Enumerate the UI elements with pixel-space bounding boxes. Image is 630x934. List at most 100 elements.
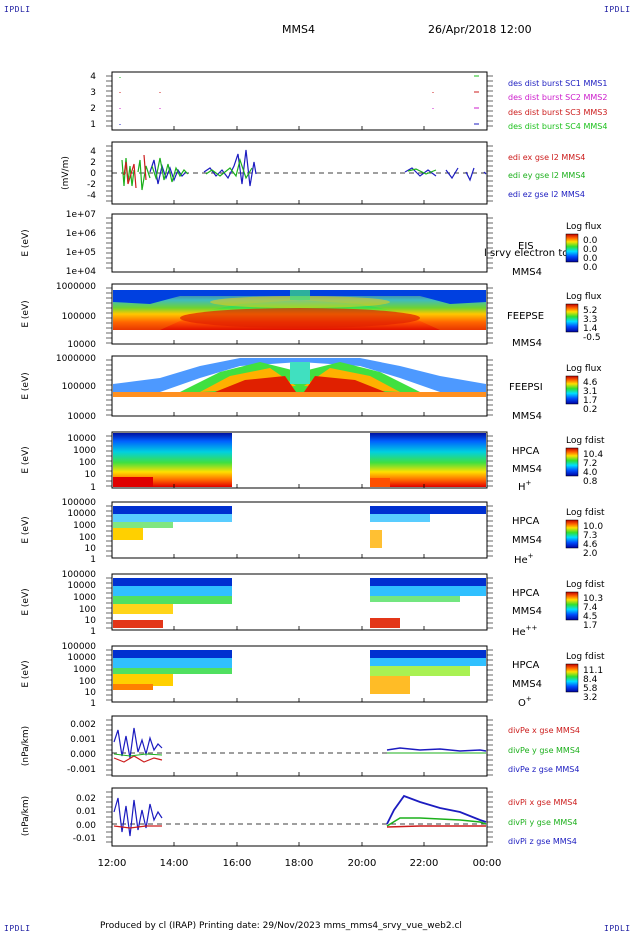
hpca-h-cbar-tick: 4.0 bbox=[583, 468, 598, 478]
hpca-h-ytick: 100 bbox=[79, 458, 96, 468]
feeps-e-ytick: 1000000 bbox=[56, 282, 96, 292]
hpca-h-ytick: 10000 bbox=[67, 434, 96, 444]
hpca-he1-sc: MMS4 bbox=[512, 535, 542, 546]
panel-divpi: (nPa/km) 0.02 0.01 0.00 -0.01 divPi x gs… bbox=[21, 787, 577, 847]
hpca-he1-ytick: 1 bbox=[90, 555, 96, 565]
divpe-ylabel: (nPa/km) bbox=[21, 726, 31, 766]
divpe-legend-z: divPe z gse MMS4 bbox=[508, 765, 579, 774]
hpca-o-ytick: 100000 bbox=[62, 642, 97, 652]
hpca-h-colorbar bbox=[565, 447, 579, 477]
panel-burst: 4 3 2 1 des dist burst SC1 MMS1 des dist… bbox=[90, 71, 607, 131]
hpca-he1-colorbar bbox=[565, 519, 579, 549]
feeps-i-ylabel: E (eV) bbox=[21, 372, 31, 399]
header-spacecraft: MMS4 bbox=[282, 23, 315, 36]
divpi-legend-z: divPi z gse MMS4 bbox=[508, 837, 577, 846]
hpca-he2-cbar-tick: 1.7 bbox=[583, 621, 597, 631]
edi-legend-z: edi ez gse l2 MMS4 bbox=[508, 190, 585, 199]
eis-cbar-tick: 0.0 bbox=[583, 236, 598, 246]
feeps-i-cbar-title: Log flux bbox=[566, 364, 602, 374]
hpca-o-cbar-tick: 11.1 bbox=[583, 666, 603, 676]
corner-label-top-right: IPDLI bbox=[604, 5, 630, 14]
time-axis: 12:00 14:00 16:00 18:00 20:00 22:00 00:0… bbox=[98, 858, 502, 869]
divpe-ytick: -0.001 bbox=[67, 765, 96, 775]
edi-ytick: -4 bbox=[87, 191, 96, 201]
feeps-e-cbar-tick: 1.4 bbox=[583, 324, 598, 334]
burst-ytick-4: 4 bbox=[90, 72, 96, 82]
divpi-ytick: 0.00 bbox=[76, 821, 96, 831]
hpca-he2-ytick: 1 bbox=[90, 627, 96, 637]
feeps-e-ytick: 10000 bbox=[67, 340, 96, 350]
hpca-he1-cbar-title: Log fdist bbox=[566, 508, 605, 518]
hpca-he2-species: He++ bbox=[512, 624, 538, 638]
feeps-i-ytick: 10000 bbox=[67, 412, 96, 422]
hpca-o-ytick: 10 bbox=[85, 688, 97, 698]
eis-colorbar bbox=[565, 233, 579, 263]
hpca-he2-instrument: HPCA bbox=[512, 588, 540, 599]
feeps-e-cbar-tick: 3.3 bbox=[583, 315, 597, 325]
hpca-h-species: H+ bbox=[518, 479, 532, 493]
burst-ytick-2: 2 bbox=[90, 104, 96, 114]
feeps-i-cbar-tick: 0.2 bbox=[583, 405, 597, 415]
hpca-o-ytick: 100 bbox=[79, 677, 96, 687]
hpca-h-cbar-tick: 7.2 bbox=[583, 459, 597, 469]
hpca-he1-cbar-tick: 7.3 bbox=[583, 531, 597, 541]
feeps-e-cbar-tick: 5.2 bbox=[583, 306, 597, 316]
hpca-o-cbar-title: Log fdist bbox=[566, 652, 605, 662]
hpca-o-cbar-tick: 8.4 bbox=[583, 675, 598, 685]
feeps-i-ytick: 1000000 bbox=[56, 354, 96, 364]
hpca-h-cbar-tick: 10.4 bbox=[583, 450, 603, 460]
hpca-he1-cbar-tick: 10.0 bbox=[583, 522, 603, 532]
hpca-h-instrument: HPCA bbox=[512, 446, 540, 457]
feeps-i-ytick: 100000 bbox=[62, 382, 97, 392]
panel-hpca-h: E (eV) 10000 1000 100 10 1 HPCA MMS4 H+ … bbox=[21, 431, 605, 493]
feeps-e-sc: MMS4 bbox=[512, 338, 542, 349]
divpi-ytick: 0.01 bbox=[76, 807, 96, 817]
hpca-o-instrument: HPCA bbox=[512, 660, 540, 671]
hpca-o-ytick: 10000 bbox=[67, 653, 96, 663]
edi-legend-x: edi ex gse l2 MMS4 bbox=[508, 153, 585, 162]
feeps-i-sc: MMS4 bbox=[512, 411, 542, 422]
hpca-he1-ytick: 100 bbox=[79, 533, 96, 543]
edi-legend-y: edi ey gse l2 MMS4 bbox=[508, 171, 586, 180]
feeps-i-cbar-tick: 3.1 bbox=[583, 387, 597, 397]
eis-ytick: 1e+05 bbox=[66, 248, 96, 258]
hpca-he2-ytick: 100 bbox=[79, 605, 96, 615]
eis-cbar-title: Log flux bbox=[566, 222, 602, 232]
panel-edi: (mV/m) 4 2 0 -2 -4 edi ex gse l2 MMS4 ed… bbox=[61, 141, 586, 205]
edi-ytick: 2 bbox=[90, 158, 96, 168]
panel-hpca-o: E (eV) 100000 10000 1000 100 10 1 HPCA M… bbox=[21, 642, 605, 709]
hpca-o-ylabel: E (eV) bbox=[21, 660, 31, 687]
hpca-h-ylabel: E (eV) bbox=[21, 446, 31, 473]
hpca-he1-cbar-tick: 2.0 bbox=[583, 549, 598, 559]
hpca-he2-cbar-tick: 7.4 bbox=[583, 603, 598, 613]
hpca-he1-species: He+ bbox=[514, 552, 534, 566]
time-tick: 14:00 bbox=[160, 858, 189, 869]
edi-ytick: 4 bbox=[90, 147, 96, 157]
eis-instrument: EIS bbox=[518, 241, 534, 252]
eis-sc: MMS4 bbox=[512, 267, 542, 278]
corner-label-bottom-left: IPDLI bbox=[4, 924, 31, 933]
hpca-he2-sc: MMS4 bbox=[512, 606, 542, 617]
panel-hpca-he1: E (eV) 100000 10000 1000 100 10 1 HPCA M… bbox=[21, 498, 605, 566]
corner-label-top-left: IPDLI bbox=[4, 5, 31, 14]
panel-feeps-i: E (eV) 1000000 100000 10000 FEEPSI MMS4 … bbox=[21, 354, 602, 422]
hpca-o-cbar-tick: 5.8 bbox=[583, 684, 598, 694]
hpca-h-cbar-title: Log fdist bbox=[566, 436, 605, 446]
hpca-he1-instrument: HPCA bbox=[512, 516, 540, 527]
hpca-he1-ytick: 10000 bbox=[67, 509, 96, 519]
feeps-i-instrument: FEEPSI bbox=[509, 382, 543, 393]
burst-legend-2: des dist burst SC2 MMS2 bbox=[508, 93, 607, 102]
hpca-o-cbar-tick: 3.2 bbox=[583, 693, 597, 703]
feeps-e-ytick: 100000 bbox=[62, 312, 97, 322]
eis-cbar-tick: 0.0 bbox=[583, 245, 598, 255]
hpca-he1-ytick: 100000 bbox=[62, 498, 97, 508]
burst-legend-1: des dist burst SC1 MMS1 bbox=[508, 79, 607, 88]
burst-ytick-1: 1 bbox=[90, 120, 96, 130]
divpi-legend-y: divPi y gse MMS4 bbox=[508, 818, 577, 827]
edi-ytick: 0 bbox=[90, 169, 96, 179]
eis-ytick: 1e+06 bbox=[66, 229, 97, 239]
feeps-e-instrument: FEEPSE bbox=[507, 311, 544, 322]
hpca-he2-ytick: 100000 bbox=[62, 570, 97, 580]
divpi-ytick: -0.01 bbox=[73, 834, 96, 844]
hpca-he1-ytick: 10 bbox=[85, 544, 97, 554]
